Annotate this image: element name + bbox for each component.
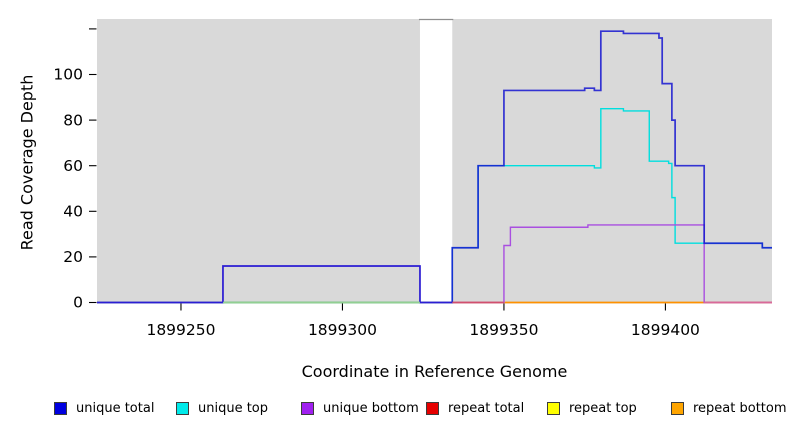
legend-label: repeat total [448, 400, 525, 416]
legend-item-unique-bottom: unique bottom [301, 397, 419, 419]
repeat-top-swatch-icon [547, 401, 560, 415]
repeat-total-swatch-icon [426, 401, 439, 415]
legend-item-unique-top: unique top [176, 397, 268, 419]
coverage-plot-canvas: 1899250 1899300 1899350 1899400 0 20 40 60 80 100 [53, 18, 772, 339]
legend-label: unique bottom [323, 400, 419, 416]
legend: unique total unique top unique bottom re… [0, 397, 792, 423]
x-axis-title: Coordinate in Reference Genome [301, 362, 568, 381]
svg-text:20: 20 [63, 248, 83, 266]
svg-text:1899300: 1899300 [308, 321, 377, 339]
legend-label: unique top [198, 400, 269, 416]
svg-text:1899350: 1899350 [469, 321, 538, 339]
legend-label: repeat top [569, 400, 637, 416]
legend-item-repeat-total: repeat total [426, 397, 524, 419]
svg-text:80: 80 [63, 111, 83, 129]
legend-label: repeat bottom [693, 400, 787, 416]
legend-label: unique total [76, 400, 155, 416]
svg-text:40: 40 [63, 203, 83, 221]
svg-text:1899250: 1899250 [146, 321, 215, 339]
svg-text:60: 60 [63, 157, 83, 175]
unique-top-swatch-icon [176, 401, 189, 415]
legend-item-repeat-top: repeat top [547, 397, 637, 419]
y-axis-title: Read Coverage Depth [17, 74, 37, 251]
legend-item-repeat-bottom: repeat bottom [671, 397, 787, 419]
svg-text:1899400: 1899400 [631, 321, 700, 339]
unique-bottom-swatch-icon [301, 401, 314, 415]
repeat-bottom-swatch-icon [671, 401, 684, 415]
unique-total-swatch-icon [54, 401, 67, 415]
legend-item-unique-total: unique total [54, 397, 154, 419]
svg-text:100: 100 [53, 66, 83, 84]
svg-text:0: 0 [73, 294, 83, 312]
